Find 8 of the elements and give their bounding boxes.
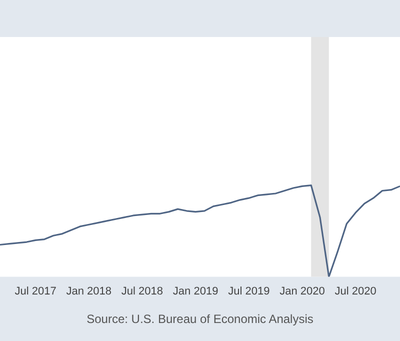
x-tick-label: Jul 2020 [334,285,376,298]
x-tick-label: Jul 2017 [14,285,56,298]
x-tick-label: Jul 2019 [228,285,270,298]
x-tick-label: Jul 2018 [121,285,164,298]
x-tick-label: Jan 2019 [172,285,218,298]
x-tick-label: Jan 2020 [280,285,325,298]
x-tick-label: Jan 2018 [66,285,112,298]
source-note: Source: U.S. Bureau of Economic Analysis [86,312,314,326]
